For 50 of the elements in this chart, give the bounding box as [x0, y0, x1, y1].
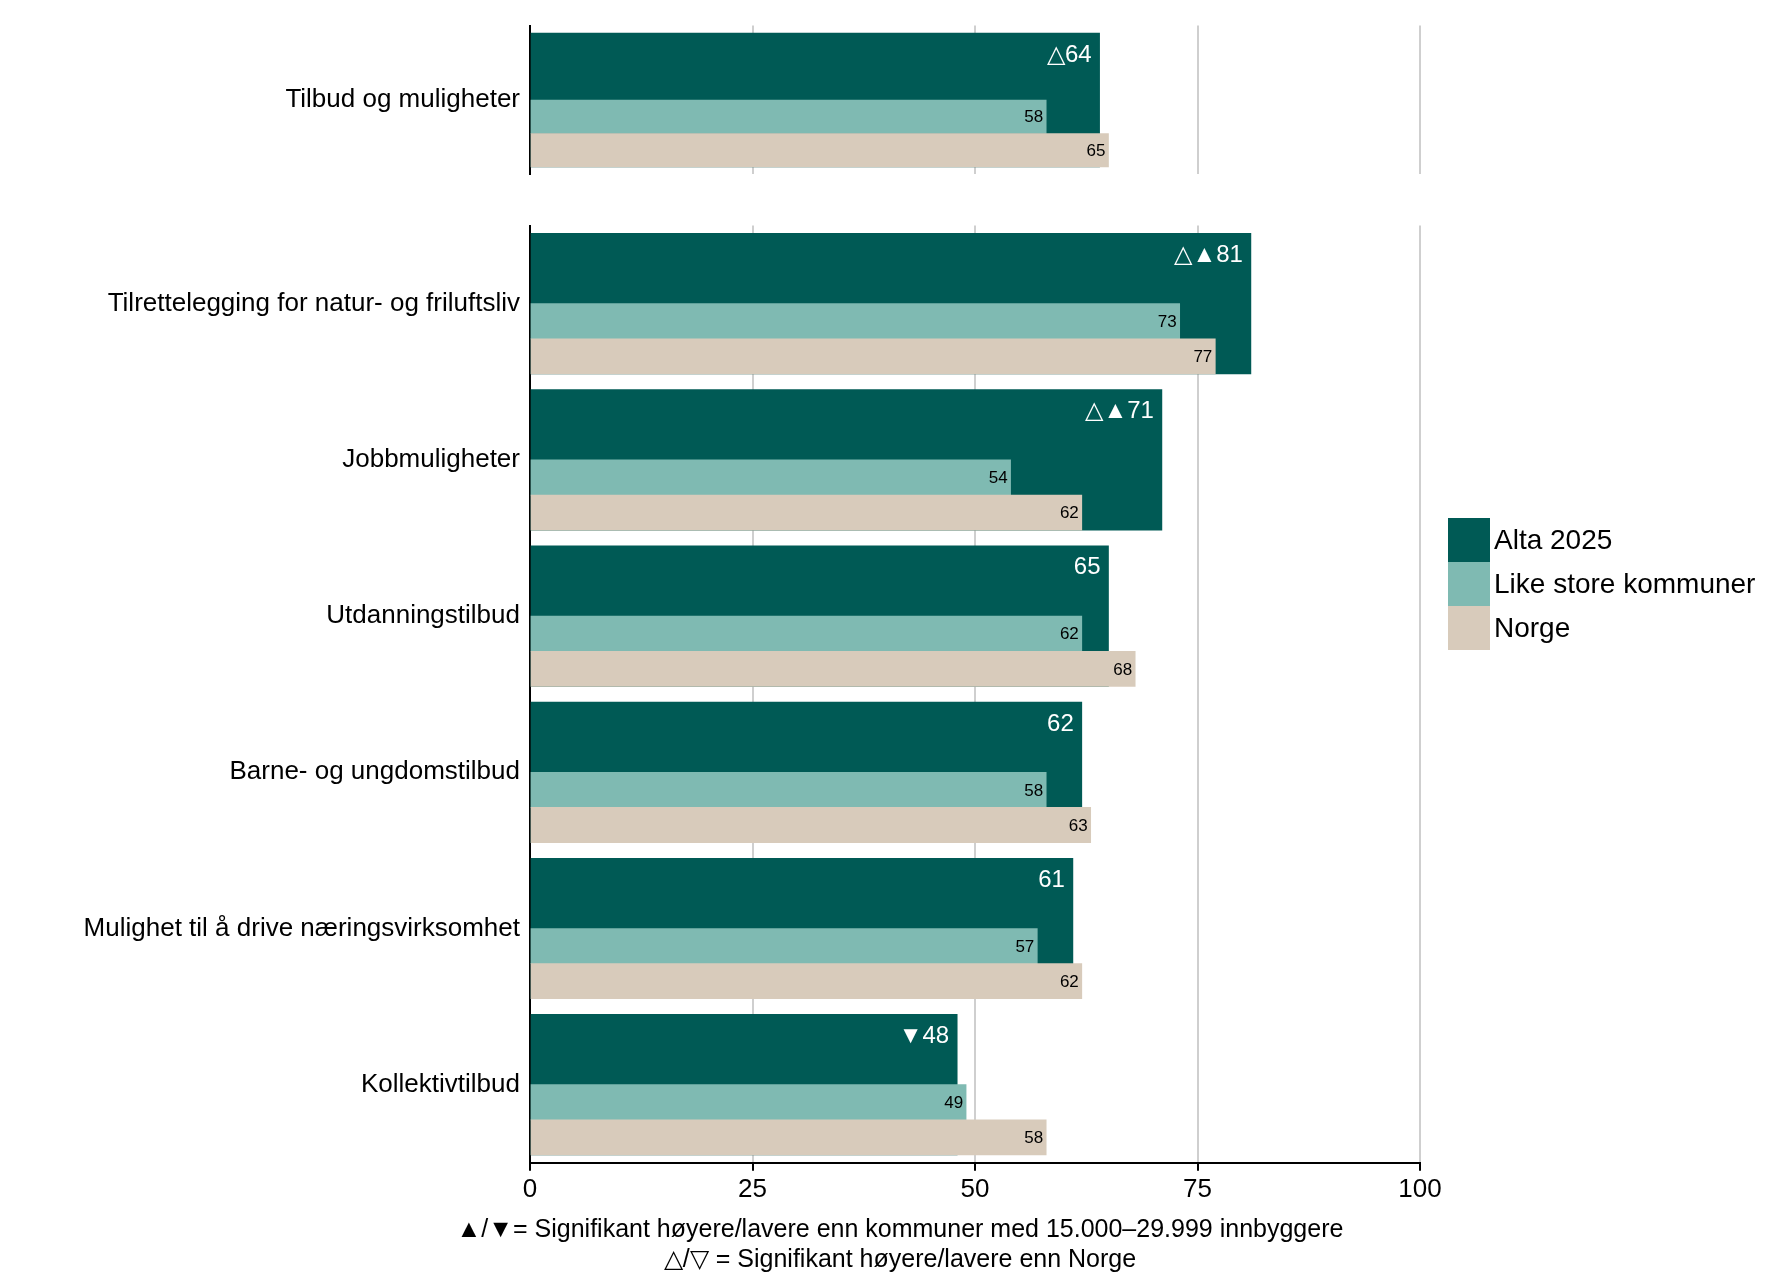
data-label: 62	[1059, 503, 1079, 523]
y-tick-label: Mulighet til å drive næringsvirksomhet	[83, 911, 521, 942]
data-label: 62	[1047, 708, 1074, 736]
bar	[530, 615, 1083, 652]
bar	[530, 459, 1011, 496]
bar	[530, 1084, 967, 1121]
x-tick-label: 25	[738, 1172, 767, 1203]
y-tick-label: Tilbud og muligheter	[285, 83, 521, 114]
data-label: 62	[1059, 971, 1079, 991]
data-label: 58	[1024, 1128, 1044, 1148]
bar	[530, 494, 1083, 531]
bar	[530, 928, 1038, 964]
bar	[530, 1119, 1047, 1156]
data-label: 58	[1024, 107, 1044, 127]
data-label: 77	[1193, 347, 1213, 367]
x-tick-label: 100	[1398, 1172, 1442, 1203]
bar	[530, 771, 1047, 808]
y-tick-label: Jobbmuligheter	[342, 443, 521, 474]
legend-label: Alta 2025	[1494, 524, 1613, 556]
data-label: 58	[1024, 780, 1044, 800]
legend-label: Like store kommuner	[1494, 568, 1756, 600]
data-label: 65	[1086, 140, 1106, 160]
x-tick-label: 75	[1183, 1172, 1212, 1203]
data-label: 65	[1073, 552, 1101, 580]
data-label: 61	[1038, 864, 1065, 892]
data-label: △64	[1046, 39, 1092, 67]
data-label: 63	[1068, 815, 1088, 835]
data-label: 49	[944, 1092, 964, 1112]
legend-label: Norge	[1494, 612, 1571, 644]
text: ▲/▼= Signifikant høyere/lavere enn kommuner med 15.000–29.999 innbyggere	[455, 1213, 1345, 1243]
bar	[530, 650, 1136, 687]
data-label: ▼48	[898, 1021, 950, 1049]
y-tick-label: Tilrettelegging for natur- og friluftsliv	[107, 286, 520, 317]
bar	[530, 303, 1181, 340]
y-tick-label: Utdanningstilbud	[326, 599, 520, 630]
y-tick-label: Barne- og ungdomstilbud	[229, 755, 520, 786]
bar	[530, 807, 1092, 843]
x-tick-label: 0	[522, 1172, 538, 1203]
x-tick-label: 50	[960, 1172, 990, 1203]
data-label: 54	[988, 468, 1008, 488]
bar	[530, 338, 1216, 375]
data-label: 73	[1157, 311, 1177, 331]
data-label: 62	[1059, 624, 1079, 644]
data-label: △▲71	[1085, 396, 1154, 424]
data-label: 57	[1015, 936, 1035, 956]
data-label: 68	[1113, 659, 1133, 679]
data-label: △▲81	[1174, 240, 1243, 268]
text: △/▽ = Signifikant høyere/lavere enn Norge	[662, 1243, 1138, 1273]
y-tick-label: Kollektivtilbud	[361, 1067, 520, 1098]
bar	[530, 963, 1083, 1000]
